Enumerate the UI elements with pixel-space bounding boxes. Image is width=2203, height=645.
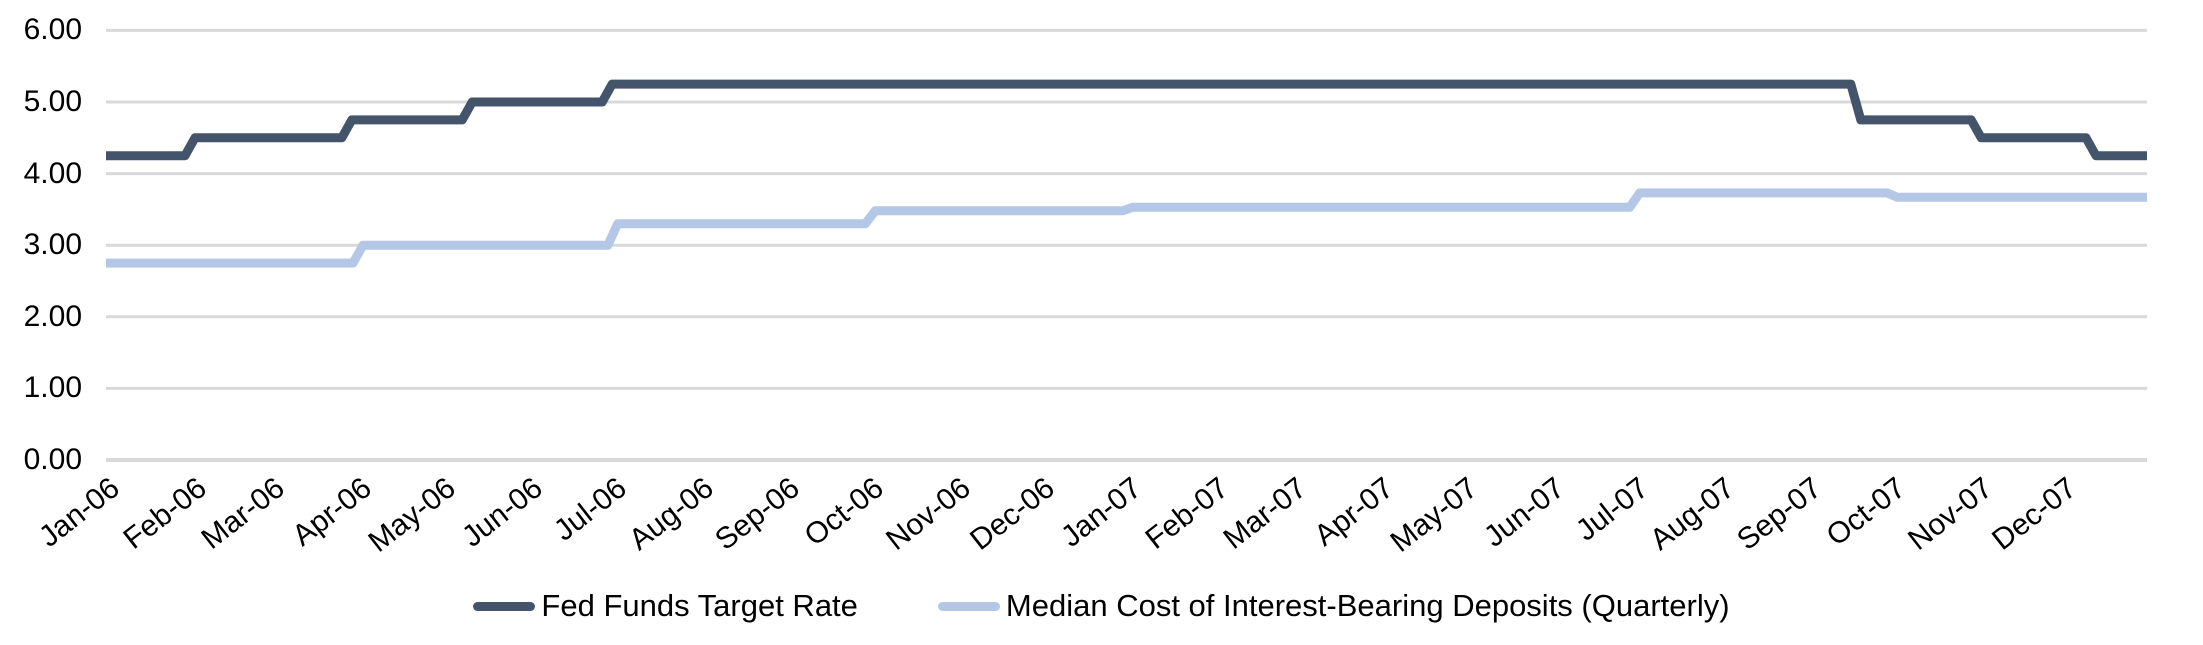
legend-item-fed-funds: Fed Funds Target Rate <box>473 588 858 624</box>
legend: Fed Funds Target Rate Median Cost of Int… <box>0 588 2203 624</box>
legend-label: Fed Funds Target Rate <box>541 588 858 623</box>
fed-funds-line-swatch <box>473 601 536 611</box>
y-axis-tick-label: 0.00 <box>23 443 82 476</box>
y-axis-tick-label: 4.00 <box>23 156 82 190</box>
y-axis-tick-label: 1.00 <box>23 371 82 405</box>
y-axis-tick-label: 5.00 <box>23 85 82 118</box>
deposit-cost-line <box>106 188 2147 268</box>
y-axis-tick-label: 3.00 <box>23 228 82 262</box>
legend-item-deposit-cost: Median Cost of Interest-Bearing Deposits… <box>937 588 1730 624</box>
legend-label: Median Cost of Interest-Bearing Deposits… <box>1005 588 1730 623</box>
y-axis-tick-label: 6.00 <box>23 13 82 47</box>
fed-funds-line <box>106 79 2147 161</box>
deposit-cost-line-swatch <box>937 601 1000 611</box>
y-axis-tick-label: 2.00 <box>23 299 82 333</box>
